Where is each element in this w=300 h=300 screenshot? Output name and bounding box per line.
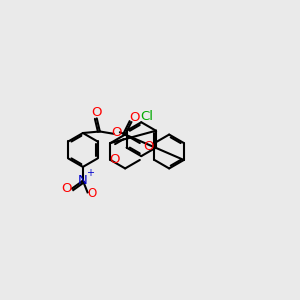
Text: O: O xyxy=(61,182,72,195)
Text: O: O xyxy=(88,187,97,200)
Text: N: N xyxy=(78,174,88,187)
Text: +: + xyxy=(86,169,94,178)
Text: O: O xyxy=(112,126,122,139)
Text: O: O xyxy=(143,140,154,153)
Text: O: O xyxy=(129,111,140,124)
Text: O: O xyxy=(92,106,102,119)
Text: Cl: Cl xyxy=(140,110,153,123)
Text: O: O xyxy=(109,154,120,166)
